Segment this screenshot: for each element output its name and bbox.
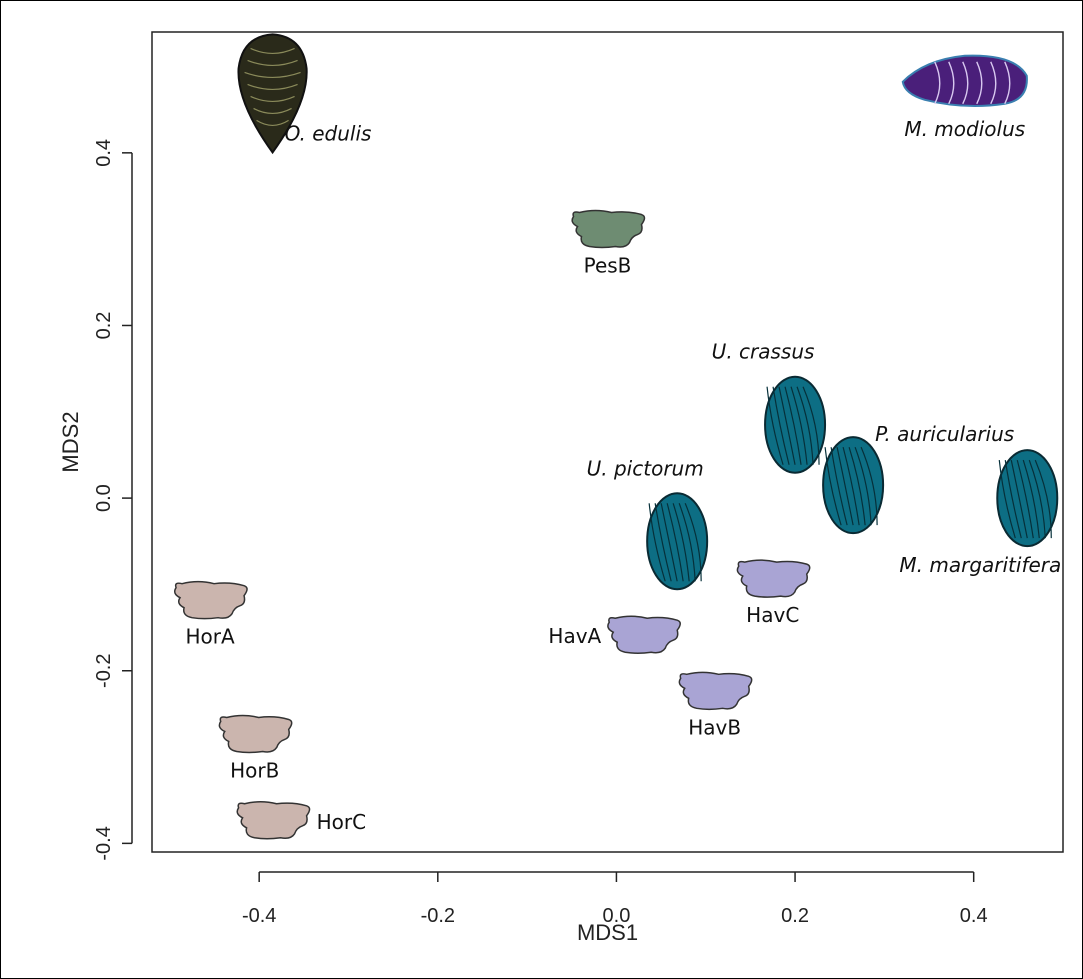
shell-marker	[571, 209, 646, 249]
x-axis: -0.4 -0.2 0.0 0.2 0.4	[242, 871, 988, 927]
data-point: HavA	[548, 615, 681, 654]
mussel-growth-line	[772, 386, 790, 465]
x-tick-label: -0.2	[421, 905, 455, 927]
mussel-growth-line	[784, 386, 802, 465]
x-axis-label: MDS1	[577, 920, 638, 945]
mussel-growth-line	[660, 503, 678, 582]
data-point: HavB	[678, 671, 753, 739]
modiolus-ridge	[976, 61, 983, 105]
mussel-growth-line	[766, 386, 784, 465]
mussel-growth-line	[1028, 459, 1046, 539]
shell-marker	[173, 580, 248, 620]
mussel-growth-line	[1016, 459, 1034, 539]
modiolus-ridge	[962, 61, 969, 105]
modiolus-ridge	[934, 61, 941, 105]
mussel-growth-line	[998, 460, 1016, 539]
mussel-growth-line	[1034, 459, 1052, 539]
y-tick-label: -0.4	[93, 826, 115, 860]
modiolus-ridge	[990, 61, 997, 105]
mussel-growth-line	[796, 386, 814, 465]
shell-marker	[736, 559, 811, 598]
mussel-growth-line	[860, 446, 878, 526]
shell-marker	[236, 801, 311, 840]
y-tick-label: 0.4	[93, 139, 115, 167]
y-axis: -0.4 -0.2 0.0 0.2 0.4	[93, 139, 133, 861]
oyster-ridge	[256, 119, 289, 127]
mussel-growth-line	[836, 447, 854, 526]
mussel-growth-line	[802, 386, 820, 465]
mussel-growth-line	[1004, 460, 1022, 539]
x-tick-label: -0.4	[242, 905, 276, 927]
mussel-growth-line	[678, 503, 696, 582]
oyster-ridge	[244, 71, 301, 79]
x-tick-label: 0.2	[781, 905, 809, 927]
y-tick-label: 0.0	[93, 484, 115, 512]
mussel-growth-line	[648, 503, 666, 582]
mussel-growth-line	[778, 386, 796, 465]
y-tick-label: -0.2	[93, 654, 115, 688]
point-label: HorC	[317, 810, 366, 834]
oyster-ridge	[250, 95, 295, 103]
point-label: U. pictorum	[587, 456, 704, 480]
data-points: O. edulis M. modiolus PesB U. crassus P. aur…	[173, 33, 1061, 840]
mussel-growth-line	[654, 503, 672, 582]
mussel-growth-line	[824, 447, 842, 526]
mussel-marker	[646, 492, 709, 591]
point-label: HavC	[746, 603, 799, 627]
data-point: PesB	[571, 209, 646, 278]
oyster-marker	[237, 33, 308, 155]
oyster-ridge	[247, 59, 298, 67]
data-point: HavC	[736, 559, 811, 627]
mussel-growth-line	[684, 503, 702, 582]
data-point: P. auricularius	[822, 422, 1014, 535]
plot-area	[151, 31, 1064, 853]
mussel-growth-line	[848, 446, 866, 526]
mussel-growth-line	[790, 386, 808, 465]
mussel-growth-line	[666, 503, 684, 582]
data-point: U. pictorum	[587, 456, 709, 591]
point-label: P. auricularius	[875, 422, 1014, 446]
data-point: HorC	[236, 801, 366, 840]
mussel-growth-line	[1022, 459, 1040, 539]
point-label: HorA	[185, 625, 234, 649]
y-axis-label: MDS2	[58, 411, 83, 472]
modiolus-ridge	[948, 61, 955, 105]
oyster-ridge	[247, 83, 298, 91]
mussel-growth-line	[672, 503, 690, 582]
x-tick-label: 0.4	[960, 905, 988, 927]
mussel-marker	[996, 449, 1059, 548]
point-label: HavB	[688, 715, 741, 739]
mussel-growth-line	[830, 447, 848, 526]
point-label: HavA	[548, 624, 601, 648]
mussel-growth-line	[854, 446, 872, 526]
data-point: M. margaritifera	[899, 449, 1061, 577]
shell-marker	[678, 671, 753, 711]
modiolus-ridge	[1004, 61, 1011, 105]
data-point: HorA	[173, 580, 248, 649]
point-label: PesB	[584, 254, 632, 278]
data-point: O. edulis	[237, 33, 372, 155]
point-label: O. edulis	[285, 121, 372, 145]
point-label: U. crassus	[712, 340, 815, 364]
modiolus-marker	[901, 54, 1028, 108]
oyster-ridge	[250, 47, 295, 55]
data-point: U. crassus	[712, 340, 827, 474]
point-label: M. modiolus	[904, 117, 1025, 141]
data-point: HorB	[218, 714, 293, 782]
shell-marker	[607, 615, 681, 654]
oyster-ridge	[253, 107, 292, 115]
data-point: M. modiolus	[901, 54, 1028, 141]
mussel-marker	[764, 375, 827, 474]
y-tick-label: 0.2	[93, 312, 115, 340]
mussel-marker	[822, 436, 885, 535]
point-label: M. margaritifera	[899, 553, 1061, 577]
mussel-growth-line	[1010, 459, 1028, 539]
x-tick-label: 0.0	[603, 905, 631, 927]
point-label: HorB	[230, 758, 279, 782]
shell-marker	[218, 714, 293, 754]
mussel-growth-line	[842, 447, 860, 526]
